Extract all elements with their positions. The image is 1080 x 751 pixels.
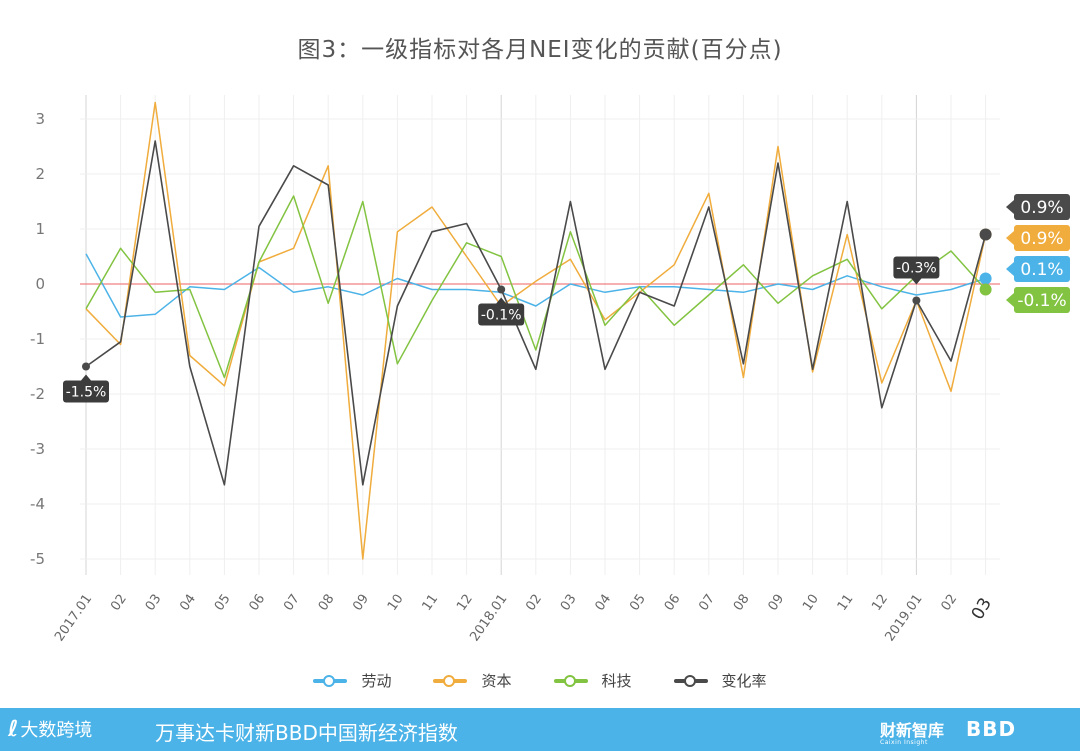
footer-logo: ℓ 大数跨境 <box>8 716 92 742</box>
x-tick-label: 06 <box>246 592 268 614</box>
y-tick-label: 2 <box>35 165 45 183</box>
annotation-pointer <box>81 374 91 381</box>
x-tick-label: 03 <box>558 592 580 614</box>
y-tick-label: -2 <box>30 385 45 403</box>
end-label-pointer <box>1006 262 1014 276</box>
legend-item: 资本 <box>433 670 512 691</box>
annotation-point <box>82 362 90 371</box>
annotation-point <box>497 285 506 294</box>
x-tick-label: 06 <box>662 592 684 614</box>
y-tick-label: 3 <box>35 110 45 128</box>
y-tick-label: 0 <box>35 275 45 293</box>
legend-label: 科技 <box>601 672 632 690</box>
legend-label: 变化率 <box>721 672 767 690</box>
x-tick-label: 11 <box>419 592 441 614</box>
x-tick-label: 09 <box>765 592 787 614</box>
legend-item: 科技 <box>553 670 632 691</box>
series-line-变化率 <box>85 140 987 486</box>
end-label-text: 0.9% <box>1020 229 1063 249</box>
x-tick-label: 12 <box>454 592 476 614</box>
x-tick-label: 12 <box>869 592 891 614</box>
annotation-pointer <box>496 297 507 304</box>
annotation-label: -1.5% <box>66 385 107 401</box>
chart-title: 图3：一级指标对各月NEI变化的贡献(百分点) <box>297 37 783 63</box>
end-label-pointer <box>1006 231 1014 245</box>
annotation-box <box>478 303 525 326</box>
y-tick-label: -5 <box>30 550 45 568</box>
legend-label: 劳动 <box>361 672 392 690</box>
footer-brand-caixin: 财新智库 Caixin Insight <box>880 721 945 746</box>
x-tick-label: 11 <box>835 592 857 614</box>
x-tick-label: 07 <box>696 592 718 614</box>
x-tick-label: 03 <box>143 592 165 614</box>
y-tick-label: -4 <box>30 495 45 513</box>
x-tick-label: 05 <box>627 592 649 614</box>
annotation-box <box>63 380 109 403</box>
chart-grid <box>80 95 1000 575</box>
x-tick-label: 07 <box>281 592 303 614</box>
end-label-pointer <box>1006 200 1014 214</box>
chart-annotations: -1.5% -0.1% -0.3% <box>63 256 940 403</box>
y-tick-label: 1 <box>35 220 45 238</box>
x-tick-label: 2017.01 <box>52 592 95 645</box>
x-tick-label: 02 <box>108 592 130 614</box>
y-axis-ticks: 3 2 1 0 -1 -2 -3 -4 -5 <box>30 110 45 568</box>
logo-mark-icon: ℓ <box>8 717 19 742</box>
annotation-pointer <box>911 278 922 285</box>
x-tick-label: 03 <box>968 595 996 624</box>
footer-title: 万事达卡财新BBD中国新经济指数 <box>155 721 458 745</box>
end-label-text: -0.1% <box>1017 291 1066 311</box>
legend-item: 变化率 <box>673 670 767 691</box>
series-end-point <box>979 272 992 285</box>
x-tick-label: 09 <box>350 592 372 614</box>
x-tick-label: 02 <box>938 592 960 614</box>
x-tick-label: 04 <box>177 592 199 614</box>
legend-marker-icon <box>673 674 708 687</box>
chart-legend: 劳动 资本 科技 变化率 <box>0 670 1080 691</box>
series-end-point <box>979 228 992 241</box>
end-label-pointer <box>1006 293 1014 307</box>
x-tick-label: 02 <box>523 592 545 614</box>
footer-bar: ℓ 大数跨境 万事达卡财新BBD中国新经济指数 财新智库 Caixin Insigh… <box>0 708 1080 751</box>
series-end-point <box>979 283 992 296</box>
end-label-text: 0.1% <box>1020 260 1063 280</box>
y-tick-label: -3 <box>30 440 45 458</box>
x-tick-label: 10 <box>385 592 407 614</box>
end-label-box <box>1014 256 1070 282</box>
annotation-label: -0.1% <box>481 308 522 324</box>
x-tick-label: 10 <box>800 592 822 614</box>
x-tick-label: 08 <box>731 592 753 614</box>
footer-logo-text: 大数跨境 <box>20 720 93 741</box>
legend-marker-icon <box>313 674 348 687</box>
annotation-box <box>893 256 940 279</box>
x-tick-label: 08 <box>316 592 338 614</box>
annotation-label: -0.3% <box>896 261 937 277</box>
end-label-box <box>1014 287 1070 313</box>
x-tick-label: 05 <box>212 592 234 614</box>
x-tick-label: 04 <box>592 592 614 614</box>
end-label-text: 0.9% <box>1020 198 1063 218</box>
legend-marker-icon <box>433 674 468 687</box>
legend-label: 资本 <box>481 672 512 690</box>
end-label-box <box>1014 194 1070 220</box>
end-label-box <box>1014 225 1070 251</box>
legend-marker-icon <box>553 674 588 687</box>
annotation-point <box>912 296 921 305</box>
series-line-科技 <box>85 195 987 379</box>
legend-item: 劳动 <box>313 670 391 691</box>
footer-brand-bbd: BBD <box>966 717 1017 741</box>
chart-series <box>85 101 992 560</box>
chart-end-labels: 0.9% 0.9% 0.1% -0.1% <box>1006 194 1070 313</box>
series-line-资本 <box>85 101 987 560</box>
y-tick-label: -1 <box>30 330 45 348</box>
